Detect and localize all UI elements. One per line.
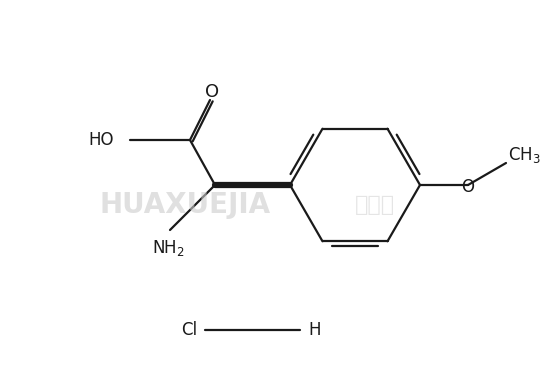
Text: O: O (205, 83, 219, 101)
Text: O: O (461, 178, 474, 196)
Text: HO: HO (88, 131, 114, 149)
Text: 化学加: 化学加 (355, 195, 395, 215)
Text: H: H (308, 321, 320, 339)
Text: HUAXUEJIA: HUAXUEJIA (100, 191, 271, 219)
Text: NH$_2$: NH$_2$ (152, 238, 184, 258)
Text: Cl: Cl (181, 321, 197, 339)
Text: CH$_3$: CH$_3$ (508, 145, 541, 165)
